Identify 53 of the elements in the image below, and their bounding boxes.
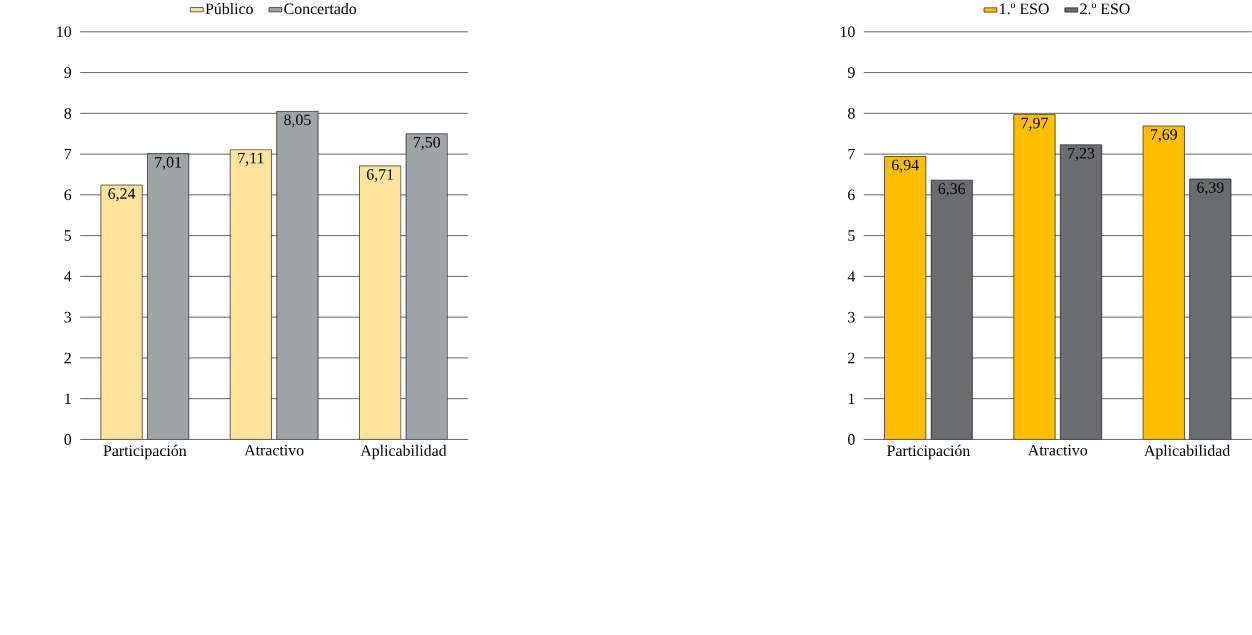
x-tick-label: Atractivo	[244, 444, 304, 456]
y-tick-label: 7	[64, 148, 72, 160]
legend-label: Concertado	[284, 2, 357, 15]
y-tick-label: 8	[64, 107, 72, 119]
y-tick-label: 6	[64, 189, 72, 201]
y-tick-label: 2	[848, 352, 855, 364]
legend-label: 2.º ESO	[1080, 3, 1130, 15]
bar	[930, 179, 973, 440]
data-label: 6,24	[108, 188, 136, 202]
bar	[1013, 114, 1056, 440]
y-tick-label: 9	[847, 67, 855, 78]
y-tick-label: 10	[57, 26, 72, 38]
data-label: 6,94	[891, 159, 919, 173]
y-tick-label: 9	[64, 67, 72, 78]
x-tick-label: Aplicabilidad	[1144, 444, 1231, 460]
bar	[1142, 125, 1185, 440]
x-tick-label: Aplicabilidad	[360, 444, 447, 460]
bar	[1189, 178, 1232, 440]
bar	[884, 156, 927, 440]
bar	[359, 165, 402, 440]
data-label: 8,05	[284, 114, 311, 128]
data-label: 6,36	[938, 183, 966, 197]
y-tick-label: 1	[65, 393, 71, 404]
data-label: 7,69	[1150, 129, 1178, 143]
y-tick-label: 5	[848, 230, 855, 241]
y-tick-label: 4	[847, 271, 856, 282]
y-tick-label: 3	[64, 311, 72, 323]
x-tick-label: Atractivo	[1027, 444, 1088, 456]
x-tick-label: Participación	[103, 444, 187, 460]
y-tick-label: 4	[64, 271, 72, 282]
y-tick-label: 5	[64, 230, 72, 241]
y-tick-label: 6	[848, 189, 855, 201]
data-label: 6,71	[366, 169, 394, 182]
legend-label: Público	[205, 2, 253, 15]
data-label: 7,23	[1068, 147, 1095, 161]
y-tick-label: 0	[64, 434, 72, 445]
data-label: 7,97	[1021, 117, 1048, 131]
y-tick-label: 7	[848, 148, 855, 160]
y-tick-label: 1	[848, 393, 855, 404]
y-tick-label: 3	[848, 311, 855, 323]
bar	[229, 149, 272, 440]
y-tick-label: 2	[64, 352, 71, 364]
data-label: 7,50	[413, 136, 440, 150]
bar	[1060, 144, 1103, 440]
y-tick-label: 10	[840, 26, 855, 38]
y-tick-label: 0	[848, 434, 855, 445]
data-label: 7,11	[238, 152, 264, 166]
data-label: 7,01	[155, 156, 182, 170]
legend-label: 1.º ESO	[1000, 3, 1049, 15]
x-tick-label: Participación	[887, 444, 971, 460]
data-label: 6,39	[1197, 182, 1224, 196]
y-tick-label: 8	[848, 107, 855, 119]
bar	[100, 184, 143, 440]
